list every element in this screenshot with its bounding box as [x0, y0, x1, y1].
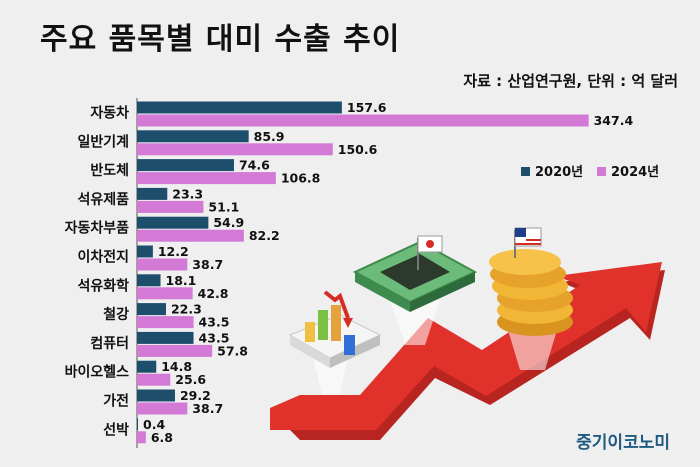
category-label: 철강	[103, 306, 129, 323]
semiconductor-chip-icon	[352, 235, 478, 312]
bar-2020	[137, 101, 342, 114]
coin-stack-icon	[489, 227, 573, 336]
category-label: 반도체	[90, 162, 129, 179]
value-label-2020: 74.6	[239, 158, 270, 173]
value-label-2020: 14.8	[161, 359, 192, 374]
value-label-2024: 25.6	[175, 372, 206, 387]
bar-2024	[137, 402, 188, 415]
legend-swatch-2020	[521, 167, 530, 176]
bar-2024	[137, 143, 333, 156]
bar-2024	[137, 114, 589, 127]
bar-2020	[137, 159, 234, 172]
bar-2024	[137, 431, 146, 444]
value-label-2024: 347.4	[594, 113, 634, 128]
bar-2024	[137, 344, 213, 357]
legend-swatch-2024	[597, 167, 606, 176]
value-label-2024: 57.8	[217, 343, 248, 358]
bar-2020	[137, 331, 194, 344]
bar-2020	[137, 130, 249, 143]
category-label: 자동차부품	[65, 221, 130, 237]
value-label-2024: 6.8	[151, 430, 173, 445]
bar-2020	[137, 418, 138, 431]
value-label-2020: 18.1	[166, 273, 197, 288]
legend: 2020년 2024년	[521, 165, 659, 180]
value-label-2020: 54.9	[213, 215, 244, 230]
value-label-2024: 42.8	[198, 286, 229, 301]
value-label-2020: 22.3	[171, 302, 202, 317]
legend-label-2024: 2024년	[611, 165, 659, 180]
value-label-2024: 106.8	[281, 171, 321, 186]
chart-title: 주요 품목별 대미 수출 추이	[40, 22, 401, 57]
value-label-2024: 38.7	[192, 401, 223, 416]
category-label: 자동차	[90, 106, 129, 122]
category-label: 바이오헬스	[65, 364, 130, 381]
value-label-2024: 82.2	[249, 228, 280, 243]
bar-chart-icon	[288, 290, 382, 368]
category-label: 가전	[103, 393, 129, 410]
value-label-2020: 157.6	[347, 100, 387, 115]
bar-2020	[137, 274, 161, 287]
value-label-2020: 23.3	[172, 186, 203, 201]
value-label-2024: 38.7	[192, 257, 223, 272]
source-note: 자료 : 산업연구원, 단위 : 억 달러	[463, 72, 678, 90]
bar-2024	[137, 316, 194, 329]
bar-2024	[137, 373, 171, 386]
bar-2020	[137, 245, 153, 258]
value-label-2020: 0.4	[143, 417, 165, 432]
value-label-2024: 51.1	[208, 199, 239, 214]
value-label-2020: 43.5	[199, 330, 230, 345]
value-label-2020: 85.9	[254, 129, 285, 144]
category-label: 선박	[103, 421, 129, 438]
bar-2024	[137, 258, 188, 271]
bar-2024	[137, 229, 244, 242]
category-label: 컴퓨터	[90, 336, 129, 352]
value-label-2024: 150.6	[338, 142, 378, 157]
legend-label-2020: 2020년	[535, 165, 583, 180]
category-label: 이차전지	[77, 249, 129, 266]
bar-2020	[137, 303, 166, 316]
value-label-2020: 12.2	[158, 244, 189, 259]
bar-2020	[137, 389, 175, 402]
value-label-2024: 43.5	[199, 315, 230, 330]
category-label: 석유화학	[77, 278, 129, 294]
bar-2020	[137, 187, 168, 200]
bar-2024	[137, 172, 276, 185]
value-label-2020: 29.2	[180, 388, 211, 403]
bar-2024	[137, 200, 204, 213]
bar-2024	[137, 287, 193, 300]
bars-group: 자동차 157.6 347.4 일반기계 85.9 150.6 반도체 74.6 106.8 석유…	[65, 100, 634, 445]
bar-2020	[137, 216, 209, 229]
brand-logo-text: 중기이코노미	[576, 433, 670, 453]
category-label: 일반기계	[77, 133, 129, 150]
bar-2020	[137, 360, 157, 373]
category-label: 석유제품	[77, 192, 129, 208]
